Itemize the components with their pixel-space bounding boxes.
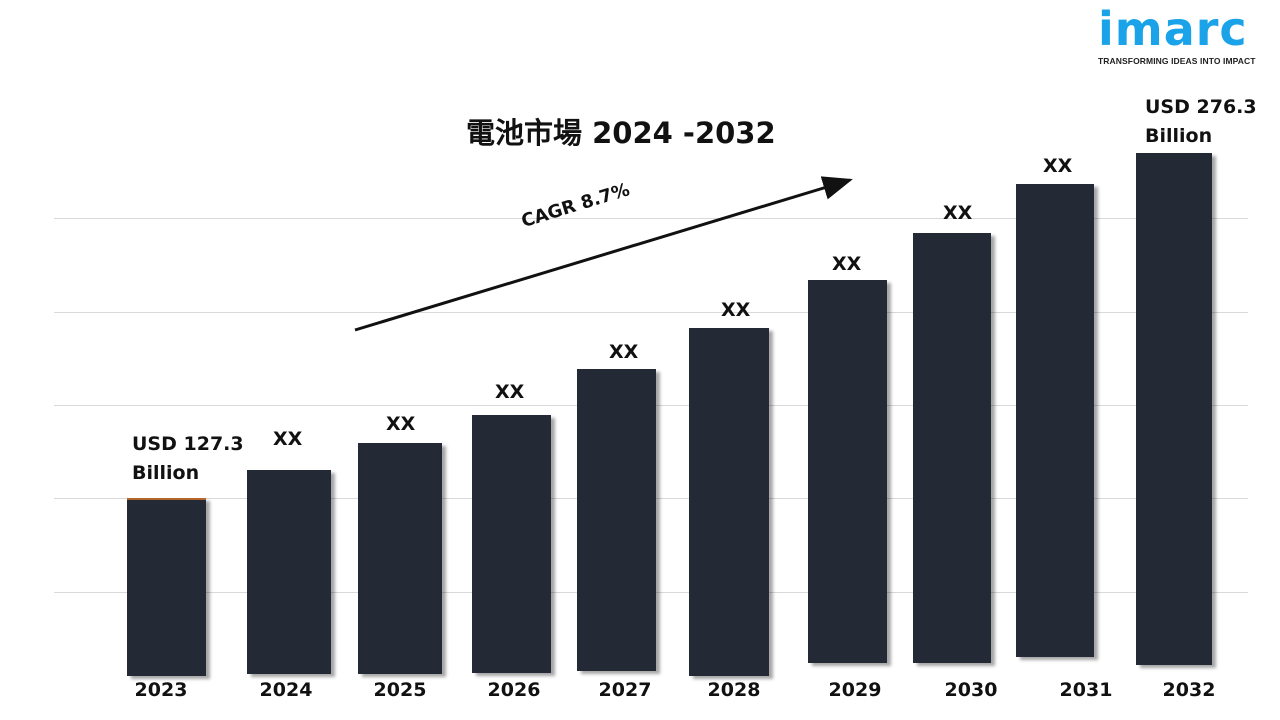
x-label-2032: 2032 <box>1162 679 1216 701</box>
x-label-2026: 2026 <box>487 679 541 701</box>
bar-2027 <box>577 369 656 671</box>
bar-2026 <box>472 415 551 673</box>
bar-2030 <box>913 233 991 663</box>
value-label-2031: XX <box>1043 155 1073 177</box>
bar-2024 <box>247 470 331 674</box>
x-label-2031: 2031 <box>1059 679 1113 701</box>
x-label-2030: 2030 <box>944 679 998 701</box>
value-label-2024: XX <box>273 428 303 450</box>
value-label-2029: XX <box>832 253 862 275</box>
x-label-2023: 2023 <box>134 679 188 701</box>
bar-2023 <box>127 498 206 676</box>
bar-2031 <box>1016 184 1094 657</box>
gridline <box>54 312 1248 313</box>
value-label-2030: XX <box>943 202 973 224</box>
gridline <box>54 218 1248 219</box>
value-line: Billion <box>132 462 200 484</box>
imarc-logo: imarc TRANSFORMING IDEAS INTO IMPACT <box>1098 4 1258 66</box>
value-label-2026: XX <box>495 381 525 403</box>
value-line: USD 127.3 <box>132 433 244 455</box>
bar-2025 <box>358 443 442 674</box>
logo-wordmark: imarc <box>1098 2 1248 56</box>
value-line: Billion <box>1145 125 1213 147</box>
logo-tagline: TRANSFORMING IDEAS INTO IMPACT <box>1098 56 1256 66</box>
x-label-2024: 2024 <box>259 679 313 701</box>
value-label-2032: USD 276.3 Billion <box>1145 93 1257 151</box>
value-label-2027: XX <box>609 341 639 363</box>
x-label-2029: 2029 <box>828 679 882 701</box>
bar-2028 <box>689 328 769 676</box>
value-label-2023: USD 127.3 Billion <box>132 430 244 488</box>
bar-2029 <box>808 280 887 663</box>
x-label-2027: 2027 <box>598 679 652 701</box>
x-label-2028: 2028 <box>707 679 761 701</box>
chart-title: 電池市場 2024 -2032 <box>466 116 776 150</box>
value-line: USD 276.3 <box>1145 96 1257 118</box>
value-label-2028: XX <box>721 299 751 321</box>
x-label-2025: 2025 <box>373 679 427 701</box>
value-label-2025: XX <box>386 413 416 435</box>
bar-2032 <box>1136 153 1212 665</box>
